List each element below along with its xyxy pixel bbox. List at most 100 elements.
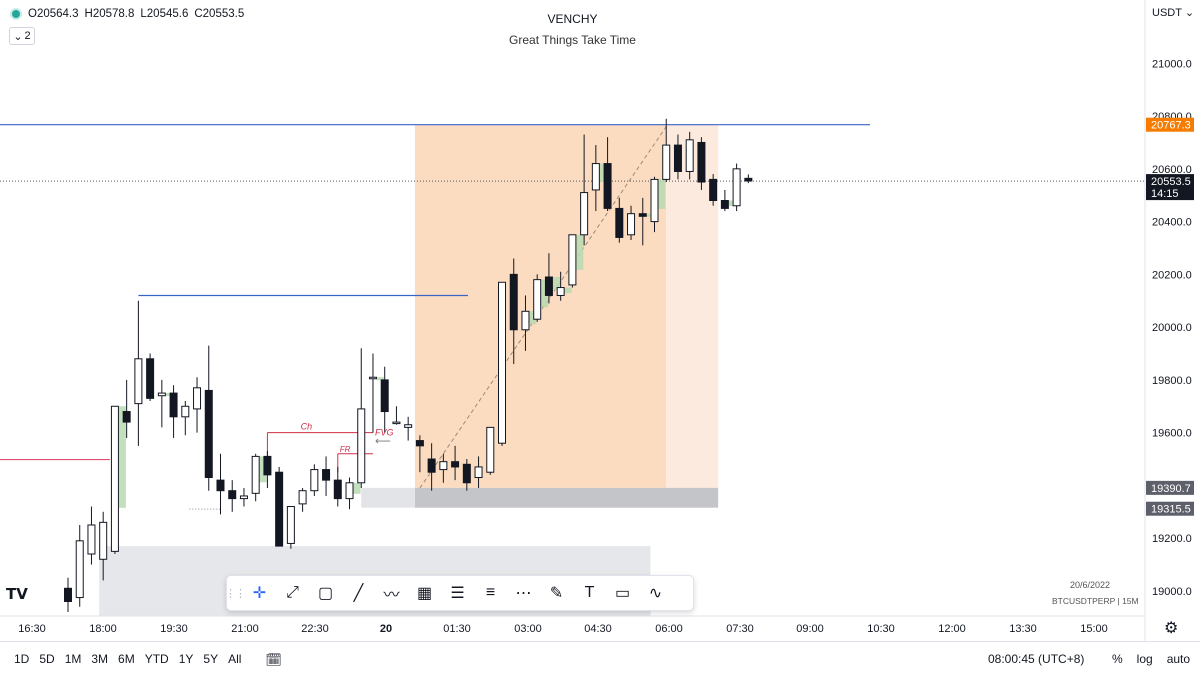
chart-subtitle: Great Things Take Time bbox=[509, 33, 636, 47]
curve-icon[interactable]: ∿ bbox=[648, 585, 663, 602]
range-all[interactable]: All bbox=[228, 652, 242, 666]
current-price-text: 20553.5 bbox=[1151, 176, 1191, 188]
candle-up bbox=[99, 521, 108, 560]
candle-up bbox=[404, 424, 413, 428]
fvg-zone bbox=[564, 287, 572, 294]
candle-down bbox=[169, 392, 178, 418]
current-price-badge bbox=[1146, 174, 1194, 201]
ohlc-high: H20578.8 bbox=[84, 8, 135, 20]
y-tick-label: 19000.0 bbox=[1152, 586, 1192, 598]
fvg-zone bbox=[541, 279, 549, 308]
parallel-channel-icon[interactable]: ≡ bbox=[485, 584, 496, 601]
crosshair-icon[interactable]: ✛ bbox=[252, 585, 267, 602]
fvg-zone bbox=[552, 277, 560, 290]
text-icon[interactable]: T bbox=[584, 584, 595, 601]
gear-icon[interactable]: ⚙ bbox=[1164, 620, 1179, 637]
grid-icon[interactable]: ▦ bbox=[416, 585, 433, 602]
x-tick-label: 20 bbox=[380, 623, 392, 635]
candle-up bbox=[498, 281, 507, 444]
candle-up bbox=[439, 461, 448, 471]
range-ytd[interactable]: YTD bbox=[144, 652, 169, 666]
calendar-icon[interactable]: 🗓 bbox=[265, 652, 282, 667]
annotation-label: FVG bbox=[375, 428, 394, 438]
zone-price-text: 19390.7 bbox=[1151, 483, 1191, 495]
collapse-count: 2 bbox=[24, 30, 31, 42]
annotation-label: FR bbox=[340, 445, 351, 454]
candle-down bbox=[263, 455, 272, 476]
fvg-zone bbox=[728, 200, 736, 207]
fvg-zone bbox=[259, 456, 267, 483]
clock-timezone[interactable]: 08:00:45 (UTC+8) bbox=[988, 652, 1085, 666]
candle-down bbox=[509, 273, 518, 331]
rectangle-icon[interactable]: ▢ bbox=[317, 585, 334, 602]
fvg-zone bbox=[353, 482, 361, 494]
candle-down bbox=[603, 163, 612, 209]
x-tick-label: 06:00 bbox=[655, 623, 683, 635]
candle-up bbox=[286, 506, 295, 544]
lines-icon[interactable]: ☰ bbox=[450, 585, 465, 602]
level-price-badge bbox=[1146, 117, 1194, 132]
candle-down bbox=[64, 587, 72, 602]
ohlc-low: L20545.6 bbox=[140, 8, 189, 20]
trend-line-icon[interactable]: ⤢ bbox=[286, 584, 299, 601]
path-icon[interactable]: 〰 bbox=[383, 587, 400, 604]
percent-toggle[interactable]: % bbox=[1112, 652, 1123, 666]
candle-up bbox=[685, 139, 694, 172]
log-toggle[interactable]: log bbox=[1136, 652, 1153, 666]
range-5d[interactable]: 5D bbox=[39, 652, 55, 666]
fvg-zone bbox=[118, 406, 126, 508]
indicators-collapse-button[interactable]: ⌄ 2 bbox=[9, 27, 35, 45]
candle-down bbox=[451, 461, 460, 468]
note-icon[interactable]: ▭ bbox=[614, 585, 631, 602]
chevron-down-icon: ⌄ bbox=[1184, 7, 1195, 19]
x-tick-label: 10:30 bbox=[867, 623, 895, 635]
status-dot-icon bbox=[10, 8, 22, 20]
auto-toggle[interactable]: auto bbox=[1166, 652, 1191, 666]
candle-down bbox=[709, 178, 718, 201]
candle-down bbox=[744, 177, 753, 182]
candle-down bbox=[322, 469, 331, 481]
candle-down bbox=[720, 199, 729, 209]
y-tick-label: 20000.0 bbox=[1152, 322, 1192, 334]
fvg-zone bbox=[599, 163, 607, 183]
y-tick-label: 20600.0 bbox=[1152, 164, 1192, 176]
range-6m[interactable]: 6M bbox=[118, 652, 135, 666]
currency-selector[interactable]: USDT ⌄ bbox=[1152, 6, 1194, 19]
candle-up bbox=[474, 466, 483, 478]
zone-price-text: 19315.5 bbox=[1151, 504, 1191, 516]
x-tick-label: 18:00 bbox=[89, 623, 117, 635]
range-1y[interactable]: 1Y bbox=[178, 652, 194, 666]
x-tick-label: 03:00 bbox=[514, 623, 542, 635]
range-5y[interactable]: 5Y bbox=[203, 652, 219, 666]
candle-up bbox=[486, 426, 495, 473]
candle-up bbox=[181, 405, 190, 418]
line-icon[interactable]: ╱ bbox=[353, 585, 364, 602]
candle-up bbox=[110, 405, 119, 552]
x-tick-label: 16:30 bbox=[18, 623, 46, 635]
demand-zone bbox=[361, 487, 415, 508]
zone-price-badge bbox=[1146, 480, 1194, 495]
candle-up bbox=[521, 310, 530, 331]
x-tick-label: 15:00 bbox=[1080, 623, 1108, 635]
candle-down bbox=[427, 458, 436, 473]
drag-handle-icon[interactable]: ⋮⋮ bbox=[225, 587, 246, 600]
countdown-text: 14:15 bbox=[1151, 188, 1179, 200]
range-3m[interactable]: 3M bbox=[91, 652, 109, 666]
candle-up bbox=[650, 178, 659, 223]
tradingview-logo[interactable]: TV bbox=[6, 585, 28, 603]
candle-up bbox=[392, 421, 401, 425]
candle-up bbox=[357, 408, 366, 484]
brush-icon[interactable]: ✎ bbox=[549, 585, 564, 602]
range-1m[interactable]: 1M bbox=[64, 652, 82, 666]
fvg-zone bbox=[165, 393, 173, 397]
candle-up bbox=[627, 213, 636, 236]
candle-up bbox=[368, 376, 377, 380]
candle-up bbox=[75, 540, 84, 599]
range-1d[interactable]: 1D bbox=[14, 652, 30, 666]
chart-symbol: BTCUSDTPERP | 15M bbox=[1052, 596, 1139, 606]
channel-icon[interactable]: ⋯ bbox=[515, 585, 532, 602]
candle-up bbox=[556, 287, 565, 296]
x-tick-label: 22:30 bbox=[301, 623, 329, 635]
annotation-label: Ch bbox=[301, 422, 313, 432]
